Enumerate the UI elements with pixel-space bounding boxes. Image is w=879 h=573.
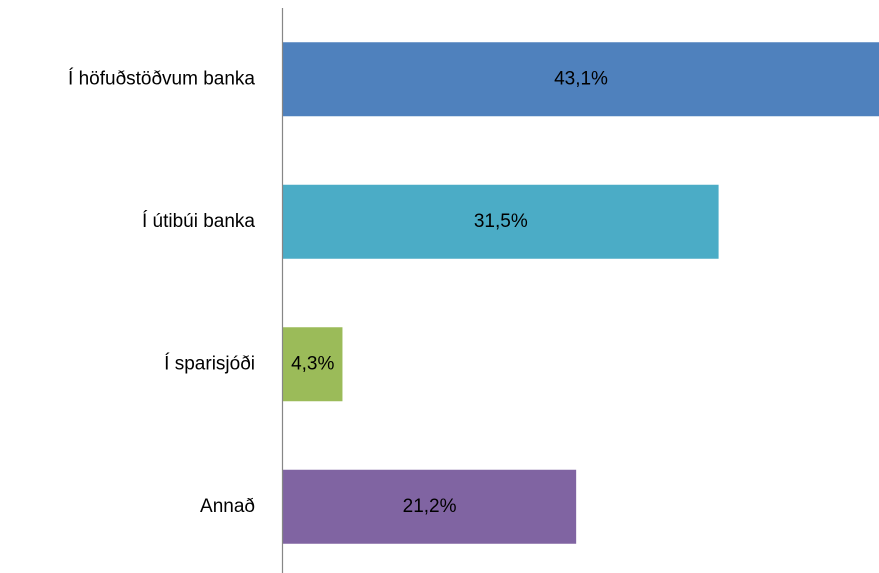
data-label: 43,1% [554,68,608,89]
data-label: 31,5% [474,211,528,232]
category-label: Í útibúi banka [142,211,255,232]
category-label: Í sparisjóði [164,353,255,374]
bar [283,327,343,402]
bar [283,184,719,259]
data-label: 21,2% [403,496,457,517]
bar [283,469,577,544]
category-label: Í höfuðstöðvum banka [68,68,255,89]
bar [283,42,879,117]
data-label: 4,3% [291,353,334,374]
category-label: Annað [200,496,255,517]
